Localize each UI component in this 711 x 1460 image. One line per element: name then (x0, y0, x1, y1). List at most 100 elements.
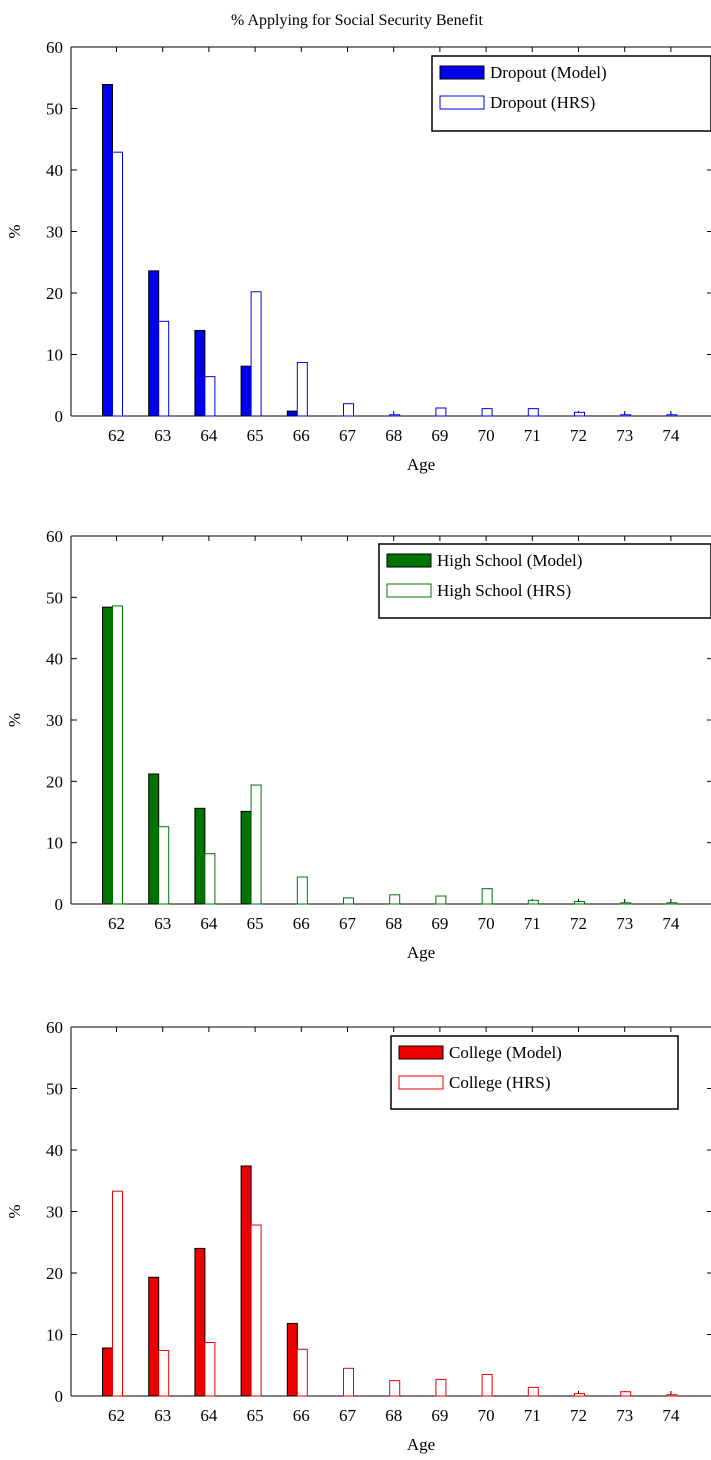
x-tick-label: 62 (108, 914, 125, 933)
bar-hrs-65 (250, 784, 262, 905)
bar-hrs-63 (158, 320, 170, 417)
bar-hrs-66 (296, 1348, 308, 1397)
legend-box (378, 543, 711, 619)
bar-hrs-69 (435, 1378, 447, 1397)
bar-hrs-65 (250, 291, 262, 417)
x-tick-label: 73 (616, 1406, 633, 1425)
x-tick-label: 68 (385, 914, 402, 933)
x-tick-label: 74 (662, 1406, 680, 1425)
x-tick-label: 72 (570, 1406, 587, 1425)
bar-hrs-69 (435, 407, 447, 417)
chart-panel-2: 0 10 20 30 40 50 60% 62 63 64 65 66 67 68 69 70 71 72 73 74… (5, 527, 711, 962)
legend-swatch-hrs (439, 95, 485, 110)
bar-hrs-67 (343, 1367, 354, 1397)
y-tick-label: 60 (46, 38, 63, 57)
legend-swatch-hrs (386, 583, 432, 598)
x-tick-label: 62 (108, 1406, 125, 1425)
x-tick-label: 64 (200, 914, 218, 933)
x-tick-label: 67 (339, 914, 357, 933)
bar-hrs-70 (481, 888, 493, 905)
x-tick-label: 71 (524, 914, 541, 933)
x-tick-label: 66 (293, 1406, 310, 1425)
bar-hrs-67 (343, 403, 354, 417)
legend-label-model: Dropout (Model) (490, 63, 607, 82)
bar-hrs-71 (527, 408, 539, 417)
y-tick-label: 40 (46, 1141, 63, 1160)
bar-hrs-64 (204, 1341, 216, 1397)
y-tick-label: 40 (46, 650, 63, 669)
x-tick-label: 64 (200, 1406, 218, 1425)
x-tick-label: 70 (478, 1406, 495, 1425)
bar-hrs-71 (527, 1386, 539, 1397)
bar-model-63 (148, 1276, 160, 1397)
chart-panels: 0 10 20 30 40 50 60% 62 63 64 65 66 67 68 69 70 71 72 73 74… (5, 38, 711, 1454)
legend-label-hrs: High School (HRS) (437, 581, 571, 600)
x-tick-label: 65 (247, 1406, 264, 1425)
bar-model-66 (286, 1322, 298, 1397)
bar-model-64 (194, 1247, 206, 1397)
y-tick-label: 0 (55, 407, 64, 426)
y-tick-label: 20 (46, 1264, 63, 1283)
bar-model-65 (240, 1165, 252, 1397)
y-tick-label: 50 (46, 100, 63, 119)
y-tick-label: 40 (46, 161, 63, 180)
legend-swatch-model (386, 553, 432, 568)
x-tick-label: 70 (478, 914, 495, 933)
legend-swatch-model (439, 65, 485, 80)
bar-hrs-73 (620, 902, 632, 905)
page-title: % Applying for Social Security Benefit (231, 12, 484, 29)
x-tick-label: 69 (431, 914, 448, 933)
y-tick-label: 30 (46, 711, 63, 730)
y-tick-label: 10 (46, 834, 63, 853)
y-tick-label: 20 (46, 772, 63, 791)
legend-swatch-model (398, 1045, 444, 1060)
x-tick-label: 62 (108, 426, 125, 445)
bar-hrs-62 (112, 605, 123, 905)
bar-model-66 (286, 410, 298, 417)
x-tick-label: 72 (570, 914, 587, 933)
bar-hrs-63 (158, 1349, 170, 1397)
y-tick-label: 20 (46, 284, 63, 303)
bar-model-62 (102, 606, 113, 905)
bar-model-64 (194, 807, 206, 905)
bar-hrs-73 (620, 414, 632, 417)
x-axis-label: Age (407, 1435, 435, 1454)
legend: College (Model) College (HRS) (390, 1035, 679, 1110)
y-tick-label: 50 (46, 588, 63, 607)
legend-label-hrs: Dropout (HRS) (490, 93, 595, 112)
bar-model-63 (148, 270, 160, 417)
y-axis-label: % (5, 224, 24, 238)
x-tick-label: 73 (616, 426, 633, 445)
x-tick-label: 71 (524, 426, 541, 445)
bar-hrs-68 (389, 894, 401, 905)
bar-model-65 (240, 810, 252, 905)
y-axis-label: % (5, 1204, 24, 1218)
x-tick-label: 65 (247, 426, 264, 445)
x-tick-label: 67 (339, 426, 357, 445)
x-tick-label: 63 (154, 914, 171, 933)
bar-hrs-71 (527, 899, 539, 905)
bar-hrs-72 (574, 1393, 585, 1397)
chart-panel-1: 0 10 20 30 40 50 60% 62 63 64 65 66 67 68 69 70 71 72 73 74… (5, 38, 711, 474)
x-tick-label: 66 (293, 426, 310, 445)
bar-hrs-68 (389, 1380, 401, 1397)
bar-hrs-74 (666, 902, 678, 905)
legend: High School (Model) High School (HRS) (378, 543, 711, 619)
chart-panel-3: 0 10 20 30 40 50 60% 62 63 64 65 66 67 68 69 70 71 72 73 74… (5, 1018, 711, 1454)
legend-label-hrs: College (HRS) (449, 1073, 551, 1092)
bar-model-63 (148, 773, 160, 905)
y-tick-label: 60 (46, 1018, 63, 1037)
x-tick-label: 63 (154, 1406, 171, 1425)
x-axis-label: Age (407, 943, 435, 962)
legend-label-model: College (Model) (449, 1043, 562, 1062)
x-tick-label: 68 (385, 426, 402, 445)
x-tick-label: 68 (385, 1406, 402, 1425)
x-tick-label: 71 (524, 1406, 541, 1425)
bar-hrs-62 (112, 151, 123, 417)
x-tick-label: 73 (616, 914, 633, 933)
bar-hrs-73 (620, 1391, 632, 1397)
bar-model-65 (240, 365, 252, 417)
bar-hrs-72 (574, 901, 585, 905)
legend-swatch-hrs (398, 1075, 444, 1090)
x-tick-label: 74 (662, 914, 680, 933)
